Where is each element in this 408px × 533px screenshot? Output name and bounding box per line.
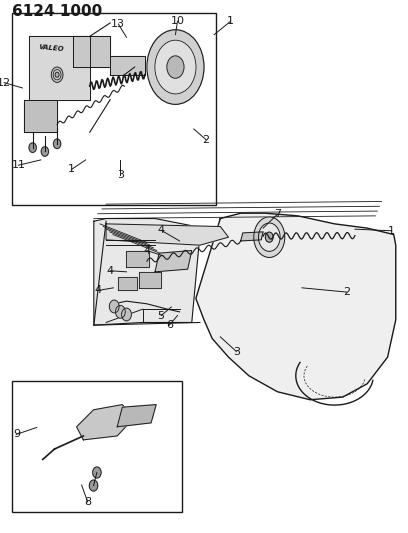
Text: 2: 2 <box>343 287 350 297</box>
Polygon shape <box>139 272 161 288</box>
Circle shape <box>29 143 36 152</box>
Text: 11: 11 <box>11 160 25 170</box>
Text: 13: 13 <box>111 19 125 29</box>
Text: 4: 4 <box>106 266 114 276</box>
Polygon shape <box>24 100 57 132</box>
Circle shape <box>89 480 98 491</box>
Circle shape <box>122 308 131 321</box>
Text: 2: 2 <box>202 135 210 144</box>
Circle shape <box>41 147 49 156</box>
Polygon shape <box>126 251 149 266</box>
Polygon shape <box>118 277 137 290</box>
Circle shape <box>93 467 101 478</box>
Polygon shape <box>241 232 263 241</box>
Text: 3: 3 <box>233 347 240 357</box>
Circle shape <box>254 217 285 257</box>
Circle shape <box>155 40 196 94</box>
Polygon shape <box>106 224 228 245</box>
Polygon shape <box>94 219 200 325</box>
Polygon shape <box>29 36 90 100</box>
Circle shape <box>266 232 273 242</box>
Circle shape <box>147 30 204 104</box>
Text: 8: 8 <box>84 497 91 507</box>
Text: 4: 4 <box>157 225 165 235</box>
Polygon shape <box>110 55 145 75</box>
Circle shape <box>55 72 59 77</box>
Text: 6124 1000: 6124 1000 <box>12 4 102 19</box>
Polygon shape <box>117 405 156 427</box>
Text: 6: 6 <box>166 320 173 330</box>
Circle shape <box>115 305 125 318</box>
Polygon shape <box>155 251 192 272</box>
Text: 10: 10 <box>171 17 184 26</box>
Polygon shape <box>77 405 134 440</box>
Text: 1: 1 <box>68 165 75 174</box>
Circle shape <box>109 300 119 313</box>
Circle shape <box>53 70 61 80</box>
Text: 7: 7 <box>274 209 281 219</box>
Text: 1: 1 <box>388 226 395 236</box>
Text: 1: 1 <box>227 17 234 26</box>
Circle shape <box>167 56 184 78</box>
Text: VALEO: VALEO <box>39 44 65 53</box>
Text: 5: 5 <box>157 311 165 320</box>
Polygon shape <box>196 213 396 400</box>
Text: 4: 4 <box>143 246 151 255</box>
Polygon shape <box>73 36 110 67</box>
Bar <box>12 381 182 512</box>
Text: 12: 12 <box>0 78 11 87</box>
Text: 3: 3 <box>117 170 124 180</box>
Bar <box>12 13 216 205</box>
Text: 9: 9 <box>13 430 20 439</box>
Circle shape <box>53 139 61 149</box>
Circle shape <box>51 67 63 83</box>
Text: 4: 4 <box>94 286 102 295</box>
Circle shape <box>258 223 280 252</box>
